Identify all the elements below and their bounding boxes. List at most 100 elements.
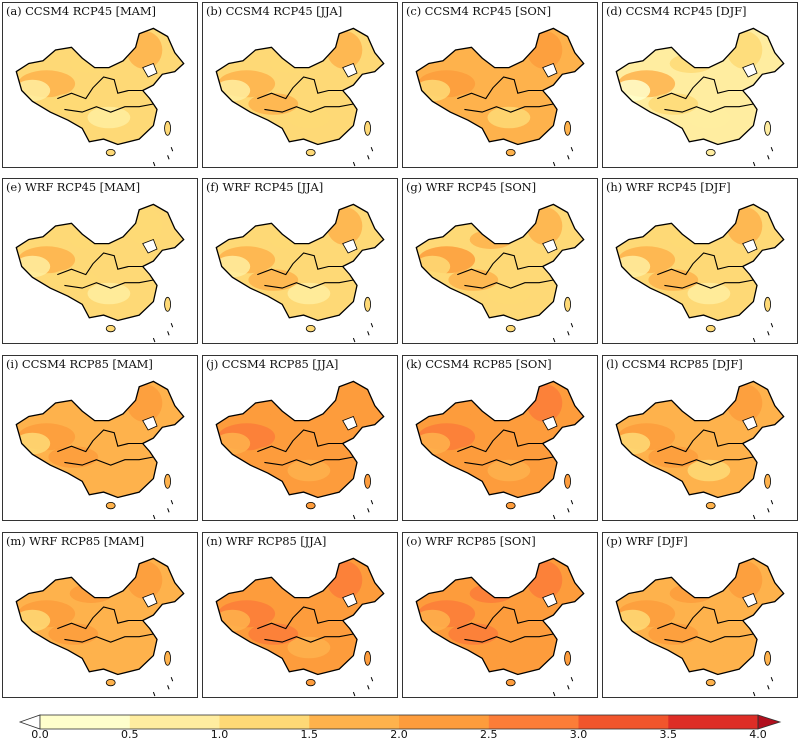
colorbar-segment [309,715,400,729]
river-line [57,429,143,453]
field-patch [69,407,113,426]
panel-label: (e) WRF RCP45 [MAM] [6,180,140,194]
map-panel: (a) CCSM4 RCP45 [MAM] [2,2,198,168]
panel-label: (g) WRF RCP45 [SON] [406,180,537,194]
colorbar-graphic: 0.0 0.5 1.0 1.5 2.0 2.5 3.0 3.5 4.0 [18,714,782,741]
field-patch [726,561,763,599]
colorbar-under-arrow [18,714,41,730]
taiwan-island [364,650,372,666]
china-outline [15,380,185,499]
bohai-sea [542,592,558,608]
dash-line-marks [752,500,774,520]
hainan-island [705,679,716,687]
china-outline [415,380,585,499]
panel-label: (h) WRF RCP45 [DJF] [606,180,731,194]
colorbar-tick-label: 3.0 [570,728,588,738]
field-patch [87,636,131,659]
bohai-sea [142,415,158,431]
dash-line-marks [352,500,374,520]
map-panel: (i) CCSM4 RCP85 [MAM] [2,355,198,521]
field-patch [69,584,113,603]
colorbar-segment [488,715,579,729]
field-patch [526,31,563,69]
field-patch [326,207,363,245]
river-line [264,279,354,289]
china-outline [615,557,785,676]
china-outline [415,27,585,146]
field-patch [669,407,713,426]
colorbar-tick-label: 1.5 [301,728,319,738]
colorbar-frame [39,714,759,730]
river-line [264,456,354,466]
field-patch [669,54,713,73]
map-panel: (g) WRF RCP45 [SON] [402,178,598,344]
hainan-island [105,502,116,510]
china-map [615,27,785,167]
field-patch [487,282,531,305]
bohai-sea [742,592,758,608]
hainan-island [705,502,716,510]
panel-label: (o) WRF RCP85 [SON] [406,534,536,548]
map-panel: (m) WRF RCP85 [MAM] [2,532,198,698]
river-line [64,103,154,113]
panel-label: (c) CCSM4 RCP45 [SON] [406,4,552,18]
china-map [615,557,785,697]
taiwan-island [564,120,572,136]
field-patch [248,269,299,291]
river-line [64,633,154,643]
china-map [15,203,185,343]
china-map [415,27,585,167]
hainan-island [305,149,316,157]
river-line [464,633,554,643]
china-map [15,380,185,520]
colorbar-segment [40,715,130,729]
map-panel: (j) CCSM4 RCP85 [JJA] [202,355,398,521]
bohai-sea [542,62,558,78]
taiwan-island [764,473,772,489]
hainan-island [105,325,116,333]
field-patch [269,54,313,73]
river-line [457,252,543,276]
bohai-sea [142,592,158,608]
hainan-island [705,149,716,157]
field-patch [469,407,513,426]
colorbar-over-arrow [757,714,782,730]
field-patch [69,230,113,249]
map-panel: (e) WRF RCP45 [MAM] [2,178,198,344]
colorbar-tick-label: 0.0 [31,728,49,738]
field-patch [69,54,113,73]
china-outline [615,203,785,322]
taiwan-island [764,120,772,136]
bohai-sea [142,62,158,78]
field-patch [48,446,99,468]
bohai-sea [342,592,358,608]
colorbar-segment [578,715,669,729]
dash-line-marks [752,323,774,343]
dash-line-marks [752,677,774,697]
panel-label: (f) WRF RCP45 [JJA] [206,180,324,194]
hainan-island [305,679,316,687]
dash-line-marks [352,323,374,343]
china-outline [215,557,385,676]
field-patch [326,561,363,599]
river-line [57,76,143,100]
river-line [657,606,743,630]
river-line [257,429,343,453]
field-patch [526,384,563,422]
field-patch [287,106,331,129]
panel-label: (j) CCSM4 RCP85 [JJA] [206,357,339,371]
field-patch [448,93,499,115]
map-panel: (b) CCSM4 RCP45 [JJA] [202,2,398,168]
field-patch [526,561,563,599]
river-line [457,606,543,630]
field-patch [248,446,299,468]
panel-label: (b) CCSM4 RCP45 [JJA] [206,4,343,18]
river-line [257,76,343,100]
river-line [64,456,154,466]
hainan-island [305,325,316,333]
china-outline [415,557,585,676]
colorbar-tick-label: 2.5 [480,728,498,738]
field-patch [287,282,331,305]
field-patch [269,584,313,603]
taiwan-island [364,473,372,489]
